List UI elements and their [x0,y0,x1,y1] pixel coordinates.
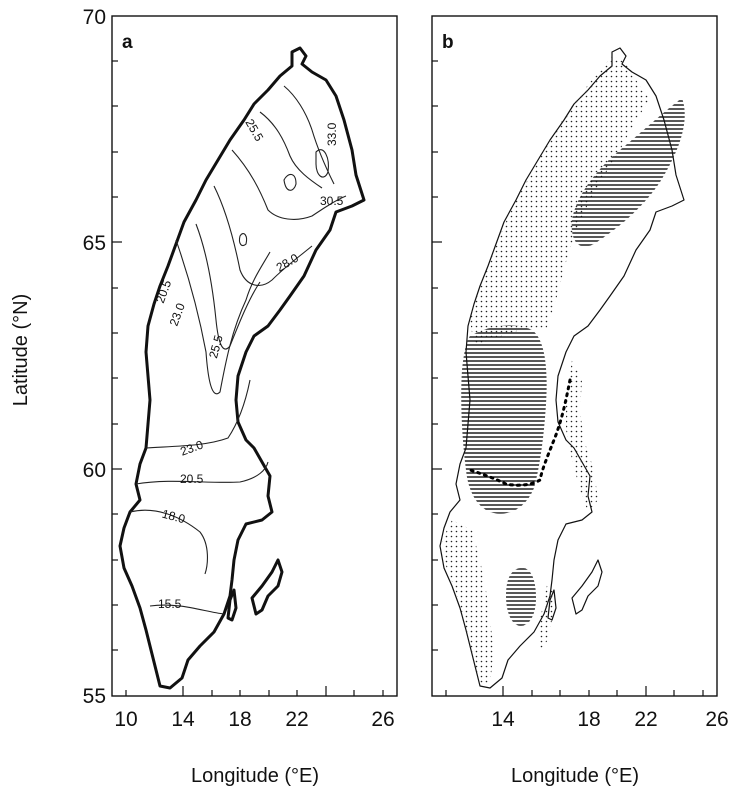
dotted-region-northwest [470,56,650,346]
panel-a-frame [111,15,398,697]
contour-label-30-5: 30.5 [320,194,344,208]
panel-b-dotted-regions [442,56,650,684]
panel-a-letter: a [122,32,133,53]
hatched-region-south [506,567,536,626]
contour-label-25-5-north: 25.5 [242,116,266,144]
x-tick-label-b-26: 26 [705,708,728,731]
panel-b-dotted-boundary [468,378,572,487]
contour-label-20-5-north: 20.5 [153,278,174,305]
x-tick-label-a-10: 10 [114,708,137,731]
x-tick-label-b-18: 18 [577,708,600,731]
x-axis-title-a: Longitude (°E) [191,765,319,787]
contour-label-18-0: 18.0 [161,507,187,527]
hatched-region-central [461,325,547,514]
panel-b-letter: b [442,32,454,53]
y-tick-label-55: 55 [83,685,106,708]
x-tick-label-a-22: 22 [285,708,308,731]
contour-label-20-5: 20.5 [180,472,204,486]
contour-label-15-5: 15.5 [158,597,182,611]
panel-b-lat-ticks [432,60,442,651]
x-tick-label-a-18: 18 [228,708,251,731]
dotted-region-east-coast [566,360,598,512]
panel-a-contour-labels: 33.0 30.5 28.0 25.5 25.5 23.0 23.0 20.5 … [153,116,344,611]
contour-label-33-0: 33.0 [325,122,339,146]
dotted-region-southeast [538,580,556,650]
x-tick-label-a-14: 14 [171,708,195,731]
x-tick-label-b-14: 14 [491,708,515,731]
panel-b: b [431,15,718,697]
panel-b-gotland [571,559,603,615]
x-tick-labels-a: 10 14 18 22 26 [114,708,394,731]
panel-b-frame [431,15,718,697]
panel-a-lon-ticks [125,686,384,696]
contour-label-23-0-north: 23.0 [167,301,188,328]
y-tick-label-65: 65 [83,232,106,255]
x-tick-labels-b: 14 18 22 26 [491,708,728,731]
panel-a-lat-ticks [112,60,122,651]
contour-label-23-0: 23.0 [178,437,205,458]
panel-b-hatched-regions [461,98,685,626]
dotted-region-southwest [442,520,494,684]
y-tick-label-60: 60 [83,459,106,482]
x-tick-label-a-26: 26 [371,708,394,731]
contour-label-25-5: 25.5 [206,333,226,359]
panel-b-lon-ticks [445,686,704,696]
y-axis-title: Latitude (°N) [10,294,32,407]
panel-a-contours [129,85,347,615]
x-tick-label-b-22: 22 [634,708,657,731]
panel-a: a [111,15,398,697]
panel-a-gotland [250,558,284,616]
hatched-region-north [571,98,685,247]
y-tick-label-70: 70 [83,6,106,29]
panel-a-oland [226,588,238,622]
contour-label-28-0: 28.0 [274,251,302,275]
panel-a-sweden-outline [118,46,366,690]
x-axis-title-b: Longitude (°E) [511,765,639,787]
